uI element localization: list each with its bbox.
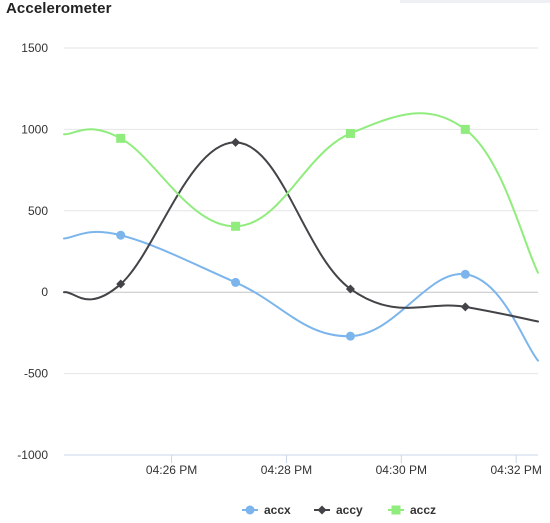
y-tick-label: 1500 — [21, 41, 48, 55]
legend-item-accz[interactable]: accz — [388, 503, 436, 517]
top-bar — [400, 0, 550, 3]
grid-lines — [64, 47, 538, 456]
series-line-accx[interactable] — [63, 230, 539, 362]
series-accx — [63, 230, 539, 362]
y-axis-ticks: 1500 1000 500 0 -500 -1000 — [17, 41, 48, 462]
x-tick-label: 04:28 PM — [261, 463, 312, 477]
series-accz — [63, 112, 539, 274]
series-lines — [63, 112, 539, 362]
legend-label: accy — [336, 503, 363, 517]
point-accz[interactable] — [460, 124, 470, 134]
point-accz[interactable] — [231, 221, 241, 231]
point-accy[interactable] — [116, 279, 126, 289]
chart-title: Accelerometer — [6, 0, 112, 17]
legend-item-accx[interactable]: accx — [242, 503, 291, 517]
y-tick-label: -500 — [24, 367, 48, 381]
legend-item-accy[interactable]: accy — [314, 503, 363, 517]
x-axis: 04:26 PM 04:28 PM 04:30 PM 04:32 PM — [64, 454, 542, 477]
point-accz[interactable] — [116, 133, 126, 143]
y-tick-label: 500 — [28, 204, 48, 218]
legend-marker-accy[interactable] — [317, 505, 327, 515]
legend-marker-accx[interactable] — [245, 505, 255, 515]
legend-label: accx — [264, 503, 291, 517]
point-accx[interactable] — [231, 277, 241, 287]
point-accx[interactable] — [116, 230, 126, 240]
legend[interactable]: accx accy accz — [242, 503, 436, 517]
point-accy[interactable] — [231, 137, 241, 147]
series-accy — [63, 137, 539, 323]
point-accx[interactable] — [460, 269, 470, 279]
point-accx[interactable] — [345, 331, 355, 341]
y-tick-label: 0 — [41, 285, 48, 299]
series-line-accy[interactable] — [63, 141, 539, 323]
legend-marker-accz[interactable] — [391, 505, 401, 515]
y-tick-label: -1000 — [17, 448, 48, 462]
point-accy[interactable] — [345, 284, 355, 294]
x-tick-label: 04:26 PM — [146, 463, 197, 477]
legend-label: accz — [410, 503, 436, 517]
y-tick-label: 1000 — [21, 122, 48, 136]
point-accz[interactable] — [345, 128, 355, 138]
point-accy[interactable] — [460, 302, 470, 312]
series-line-accz[interactable] — [63, 112, 539, 274]
x-tick-label: 04:32 PM — [491, 463, 542, 477]
x-tick-label: 04:30 PM — [376, 463, 427, 477]
